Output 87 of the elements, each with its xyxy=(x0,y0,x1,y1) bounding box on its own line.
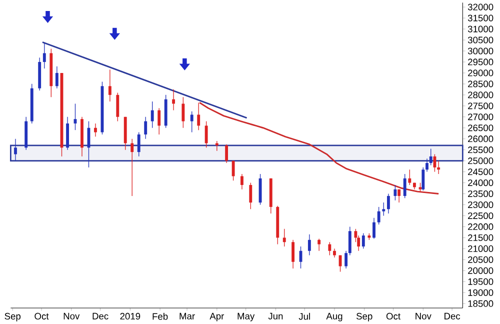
y-tick-label: 30000 xyxy=(468,48,494,54)
y-tick-label: 19000 xyxy=(468,289,494,296)
candlestick xyxy=(328,242,332,256)
candlestick xyxy=(318,238,321,252)
line-series xyxy=(198,102,440,194)
candlestick xyxy=(190,111,194,133)
x-tick-label: 2019 xyxy=(120,312,140,320)
candlestick xyxy=(144,116,148,140)
candlestick xyxy=(422,167,425,191)
candlestick xyxy=(362,232,365,250)
x-tick-label: Apr xyxy=(210,312,224,322)
candlestick xyxy=(382,202,386,216)
x-tick-label: Dec xyxy=(92,312,108,320)
y-tick-label: 18500 xyxy=(468,300,494,307)
y-tick-label: 23000 xyxy=(468,201,494,208)
x-tick-label: Sep xyxy=(4,312,20,322)
x-tick-label: Jun xyxy=(268,312,283,320)
y-tick-label: 31500 xyxy=(468,14,494,22)
candlestick xyxy=(225,144,228,164)
x-tick-label: Nov xyxy=(416,312,432,320)
candlestick xyxy=(42,42,46,69)
y-tick-label: 27500 xyxy=(468,102,494,110)
candlestick xyxy=(137,132,140,157)
candlestick xyxy=(55,66,58,89)
y-tick-label: 23500 xyxy=(468,190,494,198)
candlestick xyxy=(429,148,432,166)
candlestick xyxy=(158,108,161,135)
candlestick xyxy=(182,96,185,128)
candlestick xyxy=(437,160,440,174)
candlestick xyxy=(403,174,406,198)
y-tick-label: 20000 xyxy=(468,267,494,274)
candlestick xyxy=(408,169,412,186)
y-tick-label: 30500 xyxy=(468,36,494,44)
x-tick-label: Jul xyxy=(298,312,310,320)
y-tick-label: 32000 xyxy=(468,4,494,10)
y-tick-label: 26000 xyxy=(468,136,494,142)
y-tick-label: 25500 xyxy=(468,146,494,154)
candlestick xyxy=(94,123,97,137)
y-tick-label: 25000 xyxy=(468,158,494,164)
y-tick-label: 24500 xyxy=(468,168,494,176)
candlestick xyxy=(292,240,295,269)
candlestick xyxy=(372,218,376,240)
candlestick xyxy=(386,193,390,214)
x-tick-label: Sep xyxy=(356,312,372,322)
y-tick-label: 22000 xyxy=(468,223,494,230)
candlestick xyxy=(394,184,397,201)
candlestick xyxy=(240,174,244,190)
candlestick xyxy=(282,228,286,247)
y-tick-label: 29500 xyxy=(468,58,494,66)
candlestick xyxy=(249,182,252,210)
candlestick xyxy=(197,102,200,130)
x-tick-label: Feb xyxy=(152,312,168,320)
y-tick-label: 19500 xyxy=(468,278,494,285)
candlestick xyxy=(130,138,134,196)
y-tick-label: 21000 xyxy=(468,245,494,252)
candlestick xyxy=(14,138,17,162)
y-tick-label: 28500 xyxy=(468,80,494,88)
y-tick-label: 29000 xyxy=(468,70,494,76)
x-tick-label: May xyxy=(238,312,255,322)
y-tick-label: 22500 xyxy=(468,212,494,220)
candlestick xyxy=(308,234,311,256)
candlestick xyxy=(426,158,428,172)
candlestick xyxy=(232,160,235,181)
candlestick xyxy=(344,250,348,269)
x-tick-label: Aug xyxy=(326,312,342,322)
x-tick-label: Oct xyxy=(34,312,49,320)
y-tick-label: 20500 xyxy=(468,256,494,263)
candlestick xyxy=(348,226,352,256)
y-tick-label: 24000 xyxy=(468,179,494,186)
candlestick xyxy=(172,89,176,111)
candlestick xyxy=(116,92,120,122)
candlestick xyxy=(150,101,154,128)
x-tick-label: Nov xyxy=(64,312,80,320)
y-tick-label: 31000 xyxy=(468,26,494,32)
x-tick-label: Mar xyxy=(180,312,195,320)
candlestick xyxy=(433,154,436,172)
candlestick xyxy=(108,69,112,102)
y-tick-label: 26500 xyxy=(468,124,494,132)
candlestick xyxy=(377,206,380,225)
candlestick xyxy=(215,140,218,152)
y-tick-label: 28000 xyxy=(468,92,494,98)
y-tick-label: 21500 xyxy=(468,234,494,241)
x-tick-label: Dec xyxy=(444,312,460,320)
candlestick xyxy=(204,120,208,148)
y-tick-label: 27000 xyxy=(468,114,494,120)
candlestick xyxy=(398,189,401,203)
x-tick-label: Oct xyxy=(386,312,400,320)
